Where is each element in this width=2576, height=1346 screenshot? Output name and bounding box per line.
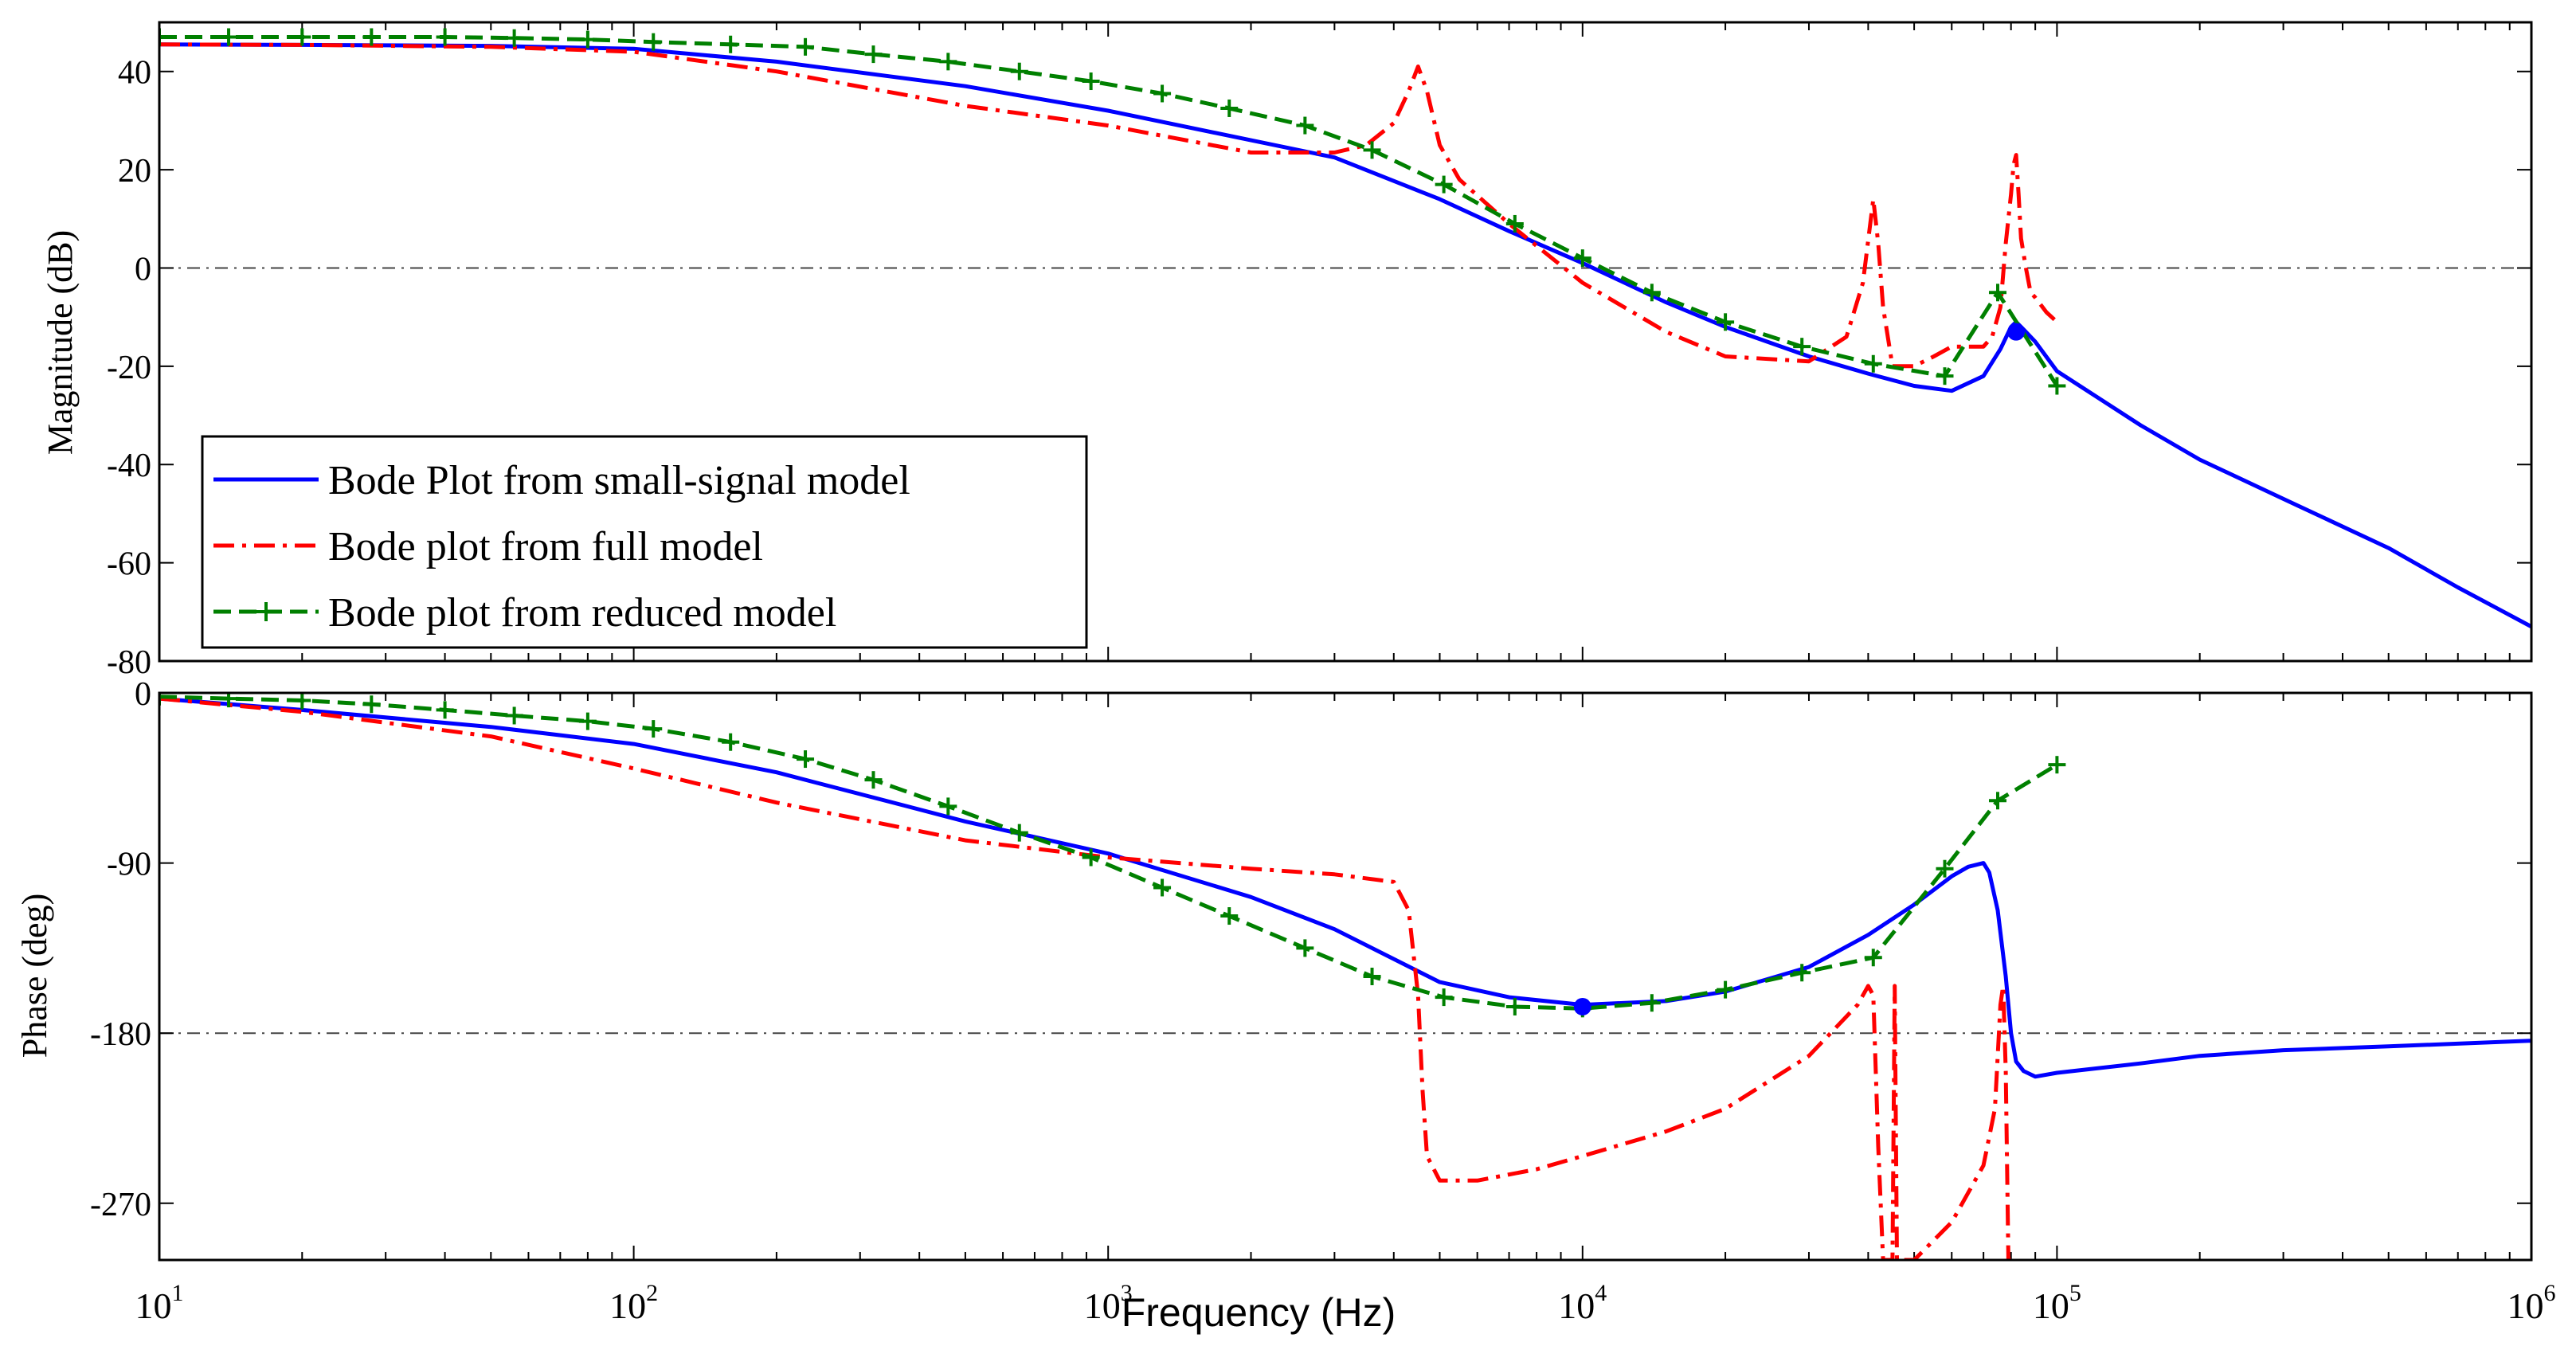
magnitude-ytick-label: -60 (107, 546, 151, 583)
phase-ytick-label: -180 (90, 1016, 151, 1053)
phase-ytick-label: -270 (90, 1187, 151, 1223)
x-tick-label: 105 (2033, 1280, 2081, 1326)
magnitude-ytick-label: -20 (107, 350, 151, 386)
magnitude-panel: 40 20 0 -20 -40 -60 -80 Magnitude (dB) Bode Pl… (41, 21, 2533, 681)
phase-axes-frame (158, 691, 2533, 1262)
magnitude-marker-dot (2007, 323, 2026, 341)
legend-label-reduced-model: Bode plot from reduced model (328, 590, 836, 636)
magnitude-series-dashdot-line (159, 42, 2059, 369)
x-tick-label: 101 (135, 1280, 184, 1326)
x-axis-label: Frequency (Hz) (1122, 1290, 1396, 1335)
x-tick-label: 104 (1558, 1280, 1607, 1326)
magnitude-ytick-label: 40 (118, 55, 151, 92)
phase-ylabel: Phase (deg) (15, 894, 54, 1058)
magnitude-ytick-label: 0 (135, 251, 151, 288)
magnitude-ytick-label: -80 (107, 644, 151, 681)
magnitude-ytick-label: 20 (118, 153, 151, 190)
magnitude-axes-frame (158, 21, 2533, 663)
legend: Bode Plot from small-signal model Bode p… (201, 435, 1088, 649)
legend-box (201, 435, 1088, 649)
phase-series-dashed-plus-line (159, 695, 2058, 1011)
x-tick-label: 106 (2507, 1280, 2556, 1326)
phase-ytick-label: 0 (135, 676, 151, 713)
magnitude-ylabel: Magnitude (dB) (41, 230, 80, 455)
magnitude-ytick-label: -40 (107, 448, 151, 484)
magnitude-series-solid-line (159, 42, 2531, 629)
phase-series-dashdot-line (159, 696, 2011, 1260)
legend-label-full-model: Bode plot from full model (328, 524, 763, 569)
magnitude-series-dashed-plus-line (159, 35, 2059, 387)
phase-panel: 0 -90 -180 -270 Phase (deg) 101 102 103 104 105… (15, 676, 2556, 1335)
phase-ytick-label: -90 (107, 847, 151, 883)
phase-marker-dot (1573, 997, 1591, 1015)
legend-label-small-signal: Bode Plot from small-signal model (328, 458, 910, 503)
x-tick-label: 103 (1084, 1280, 1133, 1326)
x-tick-label: 102 (609, 1280, 658, 1326)
